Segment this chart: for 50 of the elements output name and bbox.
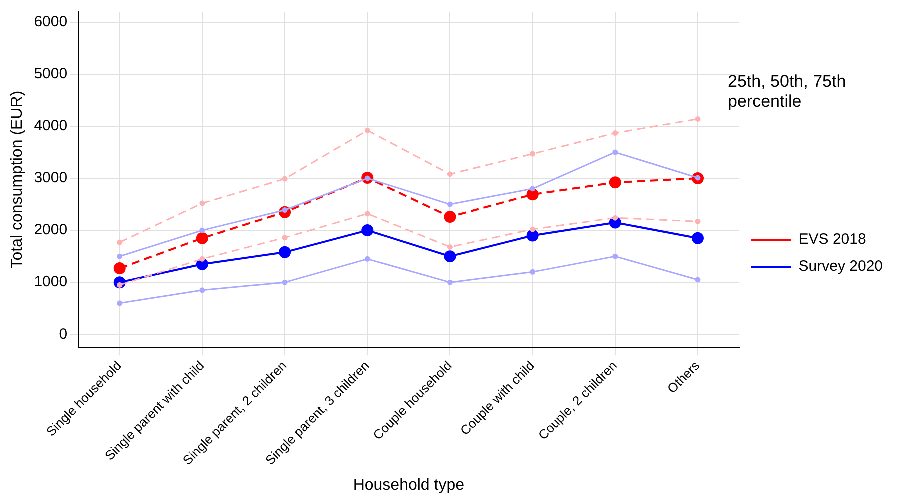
point bbox=[279, 246, 292, 258]
point bbox=[364, 256, 370, 262]
point bbox=[117, 240, 123, 246]
point bbox=[444, 211, 456, 224]
point bbox=[200, 288, 206, 294]
y-tick-label: 5000 bbox=[34, 66, 68, 83]
point bbox=[282, 280, 288, 286]
point bbox=[362, 224, 374, 237]
point bbox=[695, 218, 701, 224]
y-tick-label: 0 bbox=[59, 326, 68, 343]
y-tick-label: 2000 bbox=[34, 222, 68, 239]
point bbox=[282, 235, 288, 241]
point bbox=[447, 280, 453, 286]
legend-label: EVS 2018 bbox=[798, 231, 866, 248]
point bbox=[196, 232, 208, 244]
y-axis-title: Total consumption (EUR) bbox=[9, 90, 26, 269]
point bbox=[530, 151, 536, 157]
y-tick-label: 1000 bbox=[34, 274, 68, 291]
point bbox=[526, 230, 539, 242]
point bbox=[530, 186, 536, 192]
point bbox=[200, 228, 206, 234]
legend-label: Survey 2020 bbox=[798, 258, 884, 276]
point bbox=[530, 226, 536, 232]
point bbox=[612, 150, 618, 156]
point bbox=[364, 128, 370, 134]
y-tick-label: 6000 bbox=[34, 14, 68, 31]
y-tick-label: 4000 bbox=[34, 118, 68, 135]
point bbox=[526, 188, 539, 201]
point bbox=[444, 250, 456, 263]
legend-title: 25th, 50th, 75th percentile bbox=[728, 72, 848, 113]
point bbox=[200, 200, 206, 206]
point bbox=[117, 300, 123, 306]
point bbox=[364, 211, 370, 217]
point bbox=[200, 256, 206, 262]
point bbox=[692, 232, 704, 244]
point bbox=[447, 202, 453, 208]
point bbox=[695, 116, 701, 122]
point bbox=[612, 254, 618, 260]
point bbox=[282, 176, 288, 182]
point bbox=[114, 262, 126, 275]
y-tick-label: 3000 bbox=[34, 170, 68, 187]
point bbox=[530, 269, 536, 275]
point bbox=[609, 176, 622, 189]
point bbox=[612, 215, 618, 221]
point bbox=[447, 172, 453, 178]
x-axis-title: Household type bbox=[353, 476, 465, 494]
point bbox=[695, 277, 701, 283]
point bbox=[117, 254, 123, 260]
point bbox=[447, 244, 453, 250]
point bbox=[612, 130, 618, 136]
